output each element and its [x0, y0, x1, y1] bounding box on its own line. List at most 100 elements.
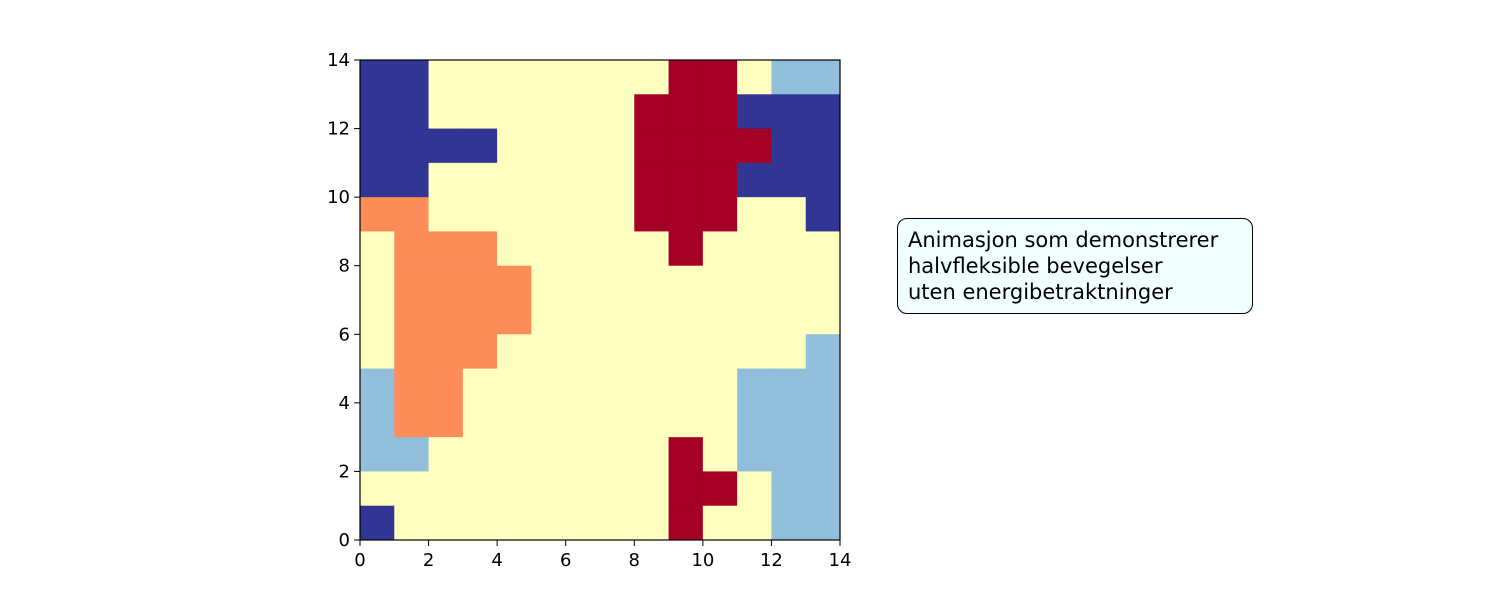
- heatmap-cell: [668, 300, 704, 335]
- heatmap-cell: [360, 471, 395, 507]
- heatmap-cell: [462, 300, 498, 335]
- heatmap-cell: [565, 368, 601, 404]
- heatmap-cell: [634, 300, 670, 335]
- heatmap-cell: [360, 402, 395, 438]
- y-tick-label: 8: [339, 256, 350, 277]
- heatmap-cell: [737, 94, 772, 130]
- heatmap-cell: [600, 60, 635, 95]
- heatmap-cell: [565, 231, 601, 267]
- heatmap-cell: [600, 471, 635, 507]
- annotation-line-1: Animasjon som demonstrerer: [908, 228, 1219, 252]
- heatmap-cell: [360, 60, 395, 95]
- heatmap-cell: [771, 334, 807, 370]
- heatmap-cell: [634, 162, 670, 198]
- x-tick-label: 8: [629, 550, 640, 571]
- heatmap-cell: [565, 94, 601, 130]
- heatmap-cell: [702, 162, 738, 198]
- y-tick-label: 12: [327, 119, 350, 140]
- heatmap-cell: [668, 231, 704, 267]
- heatmap-cell: [634, 402, 670, 438]
- heatmap-cell: [771, 128, 807, 164]
- heatmap-cell: [702, 60, 738, 95]
- heatmap-cell: [531, 128, 567, 164]
- heatmap-cell: [497, 162, 532, 198]
- heatmap-cell: [462, 505, 498, 541]
- heatmap-cell: [805, 334, 841, 370]
- heatmap-cell: [428, 94, 464, 130]
- heatmap-cell: [702, 402, 738, 438]
- heatmap-cell: [771, 197, 807, 232]
- heatmap-cell: [565, 300, 601, 335]
- heatmap-cell: [771, 162, 807, 198]
- heatmap-cell: [668, 94, 704, 130]
- heatmap-cell: [360, 197, 395, 232]
- heatmap-cell: [702, 505, 738, 541]
- x-tick-label: 10: [691, 550, 714, 571]
- heatmap-cell: [497, 437, 532, 472]
- heatmap-cell: [360, 334, 395, 370]
- heatmap-cell: [668, 368, 704, 404]
- heatmap-cell: [634, 471, 670, 507]
- heatmap-cell: [668, 60, 704, 95]
- heatmap-cell: [702, 231, 738, 267]
- heatmap-cell: [531, 60, 567, 95]
- heatmap-cell: [428, 197, 464, 232]
- heatmap-cell: [394, 334, 430, 370]
- heatmap-cell: [497, 94, 532, 130]
- heatmap-cell: [428, 60, 464, 95]
- heatmap-cell: [771, 265, 807, 301]
- heatmap-cell: [428, 231, 464, 267]
- heatmap-cell: [394, 471, 430, 507]
- heatmap-cell: [428, 162, 464, 198]
- heatmap-cell: [428, 368, 464, 404]
- heatmap-cell: [737, 162, 772, 198]
- heatmap-cell: [428, 334, 464, 370]
- heatmap-cell: [497, 265, 532, 301]
- heatmap-cell: [497, 402, 532, 438]
- y-tick-label: 14: [327, 50, 350, 71]
- plot-frame: [359, 59, 841, 541]
- heatmap-cell: [462, 94, 498, 130]
- heatmap-cell: [805, 368, 841, 404]
- heatmap-cell: [805, 231, 841, 267]
- heatmap-cell: [462, 231, 498, 267]
- heatmap-cell: [394, 197, 430, 232]
- heatmap-cell: [702, 300, 738, 335]
- heatmap-cell: [634, 265, 670, 301]
- heatmap-cell: [702, 197, 738, 232]
- y-tick-label: 6: [339, 324, 350, 345]
- heatmap-cell: [737, 402, 772, 438]
- annotation-box: Animasjon som demonstrerer halvfleksible…: [897, 218, 1253, 314]
- heatmap-cell: [600, 300, 635, 335]
- y-tick-label: 0: [339, 530, 350, 551]
- heatmap-cell: [462, 197, 498, 232]
- heatmap-cell: [428, 128, 464, 164]
- heatmap-cell: [394, 402, 430, 438]
- heatmap-cell: [360, 231, 395, 267]
- heatmap-cell: [805, 300, 841, 335]
- heatmap-cell: [634, 60, 670, 95]
- heatmap-cell: [394, 162, 430, 198]
- heatmap-cell: [462, 128, 498, 164]
- heatmap-cell: [634, 128, 670, 164]
- heatmap-cell: [737, 60, 772, 95]
- heatmap-cell: [600, 505, 635, 541]
- heatmap-cell: [360, 505, 395, 541]
- heatmap-cell: [565, 128, 601, 164]
- heatmap-cell: [565, 505, 601, 541]
- heatmap-cell: [462, 437, 498, 472]
- heatmap-cell: [497, 231, 532, 267]
- heatmap-cell: [805, 437, 841, 472]
- heatmap-cell: [600, 197, 635, 232]
- heatmap-cell: [634, 437, 670, 472]
- heatmap-cell: [565, 197, 601, 232]
- heatmap-cell: [531, 265, 567, 301]
- heatmap-cell: [702, 265, 738, 301]
- heatmap-cell: [805, 402, 841, 438]
- heatmap-cell: [565, 60, 601, 95]
- heatmap-cell: [805, 471, 841, 507]
- heatmap-cell: [702, 334, 738, 370]
- heatmap-cell: [360, 265, 395, 301]
- heatmap-cell: [360, 128, 395, 164]
- heatmap-cell: [668, 197, 704, 232]
